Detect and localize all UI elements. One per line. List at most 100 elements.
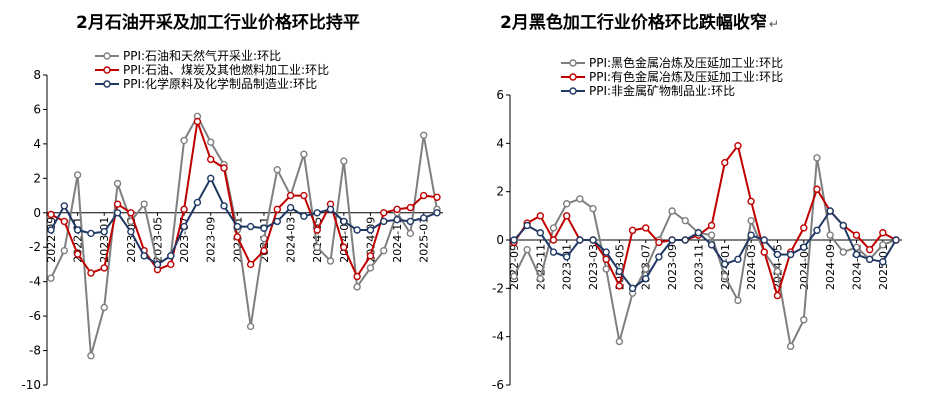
data-point [852,231,861,239]
chart-title-text: 2月黑色加工行业价格环比跌幅收窄 [500,13,767,33]
data-point [380,209,388,217]
y-tick-label: -6 [29,309,41,323]
data-point [353,226,361,234]
data-point [615,267,624,276]
data-point [246,260,255,269]
data-point [180,205,188,214]
data-point [536,229,545,237]
data-point [326,257,335,265]
data-point [286,191,295,200]
data-point [642,274,650,283]
data-point [113,179,122,188]
data-point [813,226,821,235]
x-tick-label: 2023-09 [205,217,218,263]
data-point [220,202,228,210]
y-tick-label: -10 [21,378,41,392]
x-tick-label: 2024-07 [338,217,351,263]
data-point [406,217,415,226]
data-point [127,209,135,217]
y-tick-label: 2 [496,185,504,199]
data-point [406,203,415,212]
data-point [406,229,415,238]
data-point [826,231,834,239]
data-point [747,216,755,225]
data-point [773,267,782,276]
data-point [47,226,55,234]
data-point [246,222,255,231]
chart-panel-oil: 2月石油开采及加工行业价格环比持平 -10 -8 -6 -4 -2 0 2 4 6 8 2022-0… [21,13,443,392]
data-point [87,269,95,277]
data-point [433,193,441,201]
data-point [313,226,321,234]
y-tick-label: 6 [496,88,504,102]
data-point [839,221,848,230]
data-point [773,250,782,259]
legend-label: PPI:有色金属冶炼及压延加工业:环比 [589,69,783,84]
y-tick-label: 0 [496,233,504,247]
paragraph-mark: ↵ [768,17,779,31]
data-point [655,238,663,247]
x-tick-label: 2022-11 [534,244,547,290]
data-point [602,255,610,264]
data-point [260,246,268,255]
data-point [549,248,558,256]
data-point [668,207,676,215]
y-tick-label: 4 [33,137,41,151]
data-point [220,164,228,172]
x-tick-label: 2025-01 [877,244,890,290]
data-point [589,204,597,213]
data-point [865,255,874,264]
data-point [642,265,650,273]
data-point [628,284,637,293]
data-point [393,205,401,214]
data-point [510,236,518,244]
data-point [549,236,558,244]
data-point [734,296,742,305]
data-point [510,272,518,280]
data-point [113,200,122,208]
y-tick-label: -4 [29,275,41,289]
y-tick-label: 0 [33,206,41,220]
data-point [47,274,55,282]
data-point [800,316,808,324]
data-point [300,150,308,158]
y-tick-label: 8 [33,68,41,82]
x-tick-label: 2023-05 [151,217,164,263]
data-point [233,222,242,231]
chart-panel-metals: 2月黑色加工行业价格环比跌幅收窄 ↵ -6 -4 -2 0 2 4 6 2022-09 2022-… [470,0,940,412]
legend-label: PPI:石油和天然气开采业:环比 [123,48,281,63]
data-point [879,241,887,249]
data-point [419,214,428,222]
data-point [602,265,610,273]
data-point [747,231,755,239]
data-point [786,250,795,259]
data-point [813,154,821,162]
data-point [313,243,321,251]
data-point [73,250,82,258]
data-point [760,236,768,244]
data-point [127,228,135,236]
data-point [707,221,716,230]
data-point [180,136,188,145]
data-point [707,231,716,239]
data-point [140,200,148,208]
legend-marker [103,52,111,60]
data-point [60,217,69,226]
data-point [100,228,108,236]
data-point [380,246,388,255]
data-point [366,252,375,260]
data-point [193,117,202,126]
data-point [100,264,108,272]
x-tick-label: 2023-11 [692,244,705,290]
data-point [865,245,874,254]
data-point [747,197,755,206]
y-tick-label: -2 [492,281,504,295]
data-point [353,283,361,291]
data-point [419,191,428,200]
x-tick-label: 2025-01 [418,217,431,263]
data-point [207,138,215,146]
data-point [681,216,689,225]
data-point [602,248,610,256]
data-point [721,272,729,280]
